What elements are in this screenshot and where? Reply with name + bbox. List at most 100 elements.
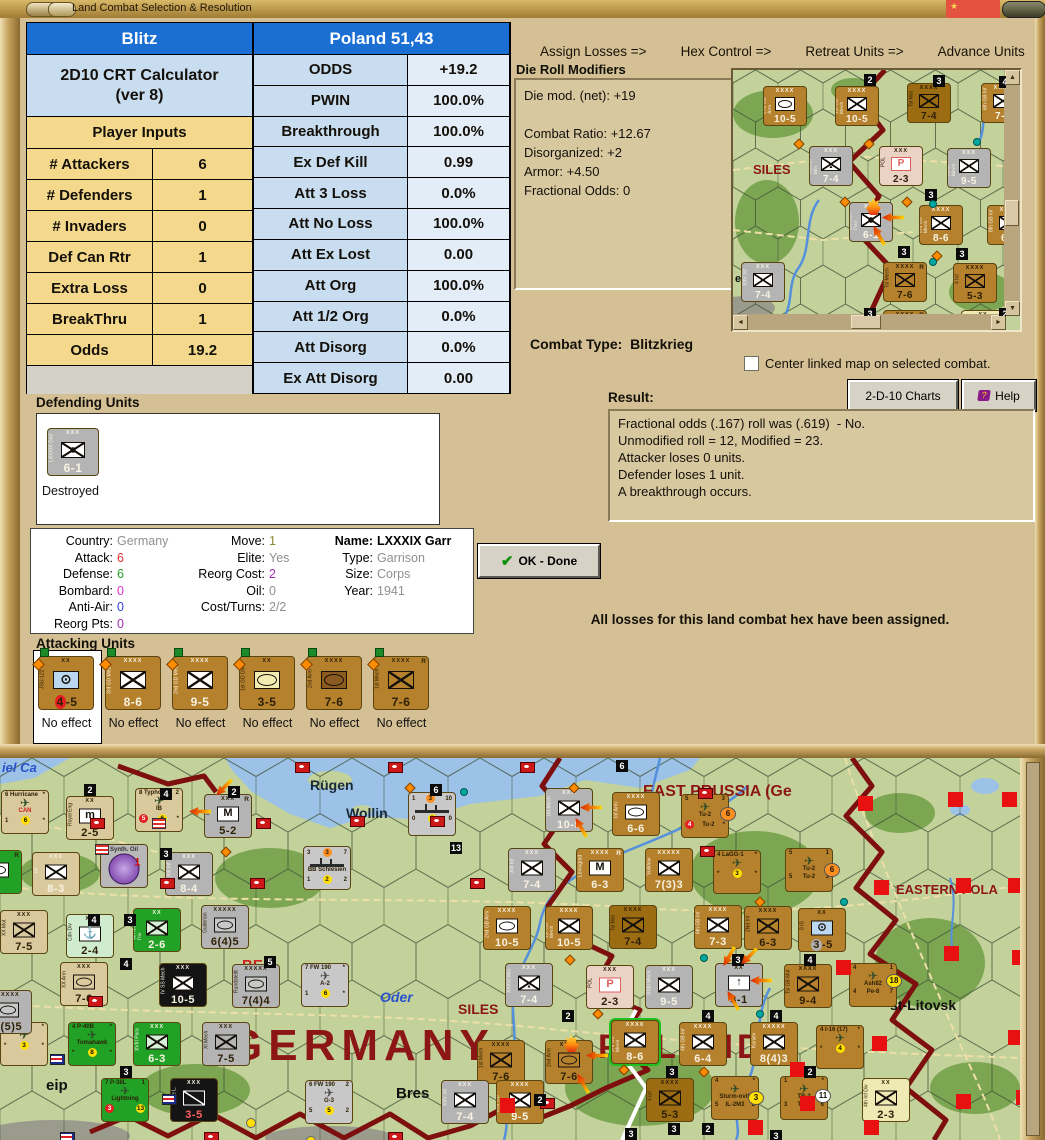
unit-counter[interactable]: XXIII Mech XXX 9-5: [645, 965, 693, 1009]
unit-counter[interactable]: 6th GB Inf XXXX 7-3: [981, 83, 1006, 123]
unit-counter[interactable]: 3rd GD Mech XXXX 8-6: [611, 1020, 659, 1064]
crt-input-value[interactable]: 1: [153, 242, 252, 272]
minimap-hscrollbar[interactable]: ◄ ►: [733, 314, 1006, 330]
attacker-jsu-122[interactable]: JSU-122 XX ⊙ 4 -5: [38, 656, 94, 710]
unit-counter[interactable]: 2nd GB Arm XXXX 10-5: [763, 86, 807, 126]
air-lagg1[interactable]: 4 LaGG-1 * ✈ * 3 *: [713, 850, 761, 894]
ship-bb-schlesien[interactable]: 3 3 7 BB Schlesien 1 2 2: [303, 846, 351, 890]
unit-counter[interactable]: 4 Inf XXXX 5-3: [953, 263, 997, 303]
unit-counter[interactable]: POL XXX P 2-3: [586, 965, 634, 1009]
unit-name-side: 3rd GD Mech: [612, 1035, 619, 1052]
unit-counter[interactable]: 8th GB Inf XXXX 6-4: [987, 205, 1006, 245]
crt-input-value[interactable]: 1: [153, 304, 252, 334]
unit-counter[interactable]: XXXVI Min XXX ▲ 7-4: [505, 963, 553, 1007]
window-close-button[interactable]: [1002, 1, 1045, 18]
unit-counter[interactable]: R: [0, 850, 22, 894]
toolbar-item-4[interactable]: Advance Units: [937, 44, 1025, 59]
crt-input-value[interactable]: 6: [153, 149, 252, 179]
attacker-2nd-gd-mech[interactable]: 2nd GD Mech XXXX 9-5: [172, 656, 228, 710]
unit-counter[interactable]: Inf Arm XXXX 6-6: [612, 792, 660, 836]
unit-counter[interactable]: XIII Inf XXX 8-4: [165, 852, 213, 896]
unit-counter[interactable]: Inf XXX 8-3: [32, 852, 80, 896]
aircraft-icon: ✈: [19, 796, 31, 810]
crt-input-value[interactable]: 19.2: [153, 335, 252, 365]
unit-counter[interactable]: XX ↑ 3-1: [715, 963, 772, 1007]
defender-lxxxix-garr[interactable]: LXXXIX Garr XXX 6-1: [47, 428, 99, 476]
ship-counter[interactable]: 1310030: [408, 792, 456, 836]
charts-button[interactable]: 2-D-10 Charts: [848, 380, 958, 411]
unit-strength: 7-4: [624, 936, 642, 948]
unit-counter[interactable]: InfXXXRM5-2: [189, 794, 252, 838]
air-hurricane-xii[interactable]: 6 Hurricane * ✈ CAN 1 6 *: [1, 790, 49, 834]
crt-input-value[interactable]: 0: [153, 211, 252, 241]
unit-counter[interactable]: Guderian XXXXX 6(4)5: [201, 905, 249, 949]
unit-counter[interactable]: XXXVI Min XXX ▲ 7-4: [809, 146, 853, 186]
air-pe8[interactable]: 4 1 ✈ Ash82 4 Pe-8 7 18: [849, 963, 902, 1007]
unit-counter[interactable]: XXXXX 8(5)5: [0, 990, 32, 1034]
unit-counter[interactable]: Volkhov XXXXX 7(3)3: [645, 848, 693, 892]
unit-counter[interactable]: 2Nd Inf XXXX 6-3: [744, 906, 792, 950]
air-p40b[interactable]: 4 P-40B * ✈ Tomahawk * 8 *: [68, 1022, 116, 1066]
attacker-2nd-arm[interactable]: 2nd Arm XXXX 7-6: [306, 656, 362, 710]
unit-counter[interactable]: Tsl Mot XXXX 7-4: [907, 83, 951, 123]
unit-counter[interactable]: IV SS Mech XXX 10-5: [159, 963, 207, 1007]
air-tu2-2[interactable]: 5 1 ✈ Tu-2 5 Tu-2 3 6: [785, 848, 840, 892]
unit-counter[interactable]: Rundstedt XXXXX 7(4)4: [232, 964, 280, 1008]
unit-counter[interactable]: XVIII Mech XXX 9-5: [947, 148, 991, 188]
attacker-1st-mech[interactable]: 1st Mech XXXX R 7-6: [373, 656, 429, 710]
unit-counter[interactable]: XXV Inf XXX 7-4: [441, 1080, 489, 1124]
unit-counter[interactable]: 1st GD Mech XXXX 10-5: [835, 86, 879, 126]
unit-counter[interactable]: XX Mot XXX 7-5: [0, 910, 48, 954]
unit-counter[interactable]: Tsl GB Mot XXXX 9-4: [784, 964, 832, 1008]
air-tu2[interactable]: 5 3 ✈ Tu-2 4 Tu-2 * 6: [681, 794, 736, 838]
toolbar-item-3[interactable]: Retreat Units =>: [805, 44, 904, 59]
unit-counter[interactable]: Leningrad XXXX R M 6-3: [576, 848, 624, 892]
unit-counter[interactable]: POL XXX P 2-3: [879, 146, 923, 186]
unit-counter[interactable]: XXV Inf XXX 7-4: [741, 262, 785, 302]
map-scrollbar-vertical[interactable]: [1026, 762, 1040, 1136]
air-p38l[interactable]: 7 P-38L 1 ✈ Lightning 3 13: [101, 1078, 149, 1122]
unit-counter[interactable]: 4th GB Inf XXXX 6-4: [679, 1022, 727, 1066]
unit-counter[interactable]: Tsl Mot XXXX 7-4: [609, 905, 657, 949]
unit-counter[interactable]: Tsl Mech XXXX R 7-6: [883, 262, 927, 302]
window-button-2[interactable]: [48, 2, 76, 17]
toolbar-item-2[interactable]: Hex Control =>: [680, 44, 772, 59]
unit-counter[interactable]: XX Arm XXX 7-6: [60, 962, 108, 1006]
unit-counter[interactable]: XIII Inf XXX 7-4: [508, 848, 556, 892]
attacker-1st-gd-div[interactable]: 1st GD Div XX 3-5: [239, 656, 295, 710]
unit-counter[interactable]: 3rd GD Mech XXXX 8-6: [919, 205, 963, 245]
air-fw190-a2[interactable]: 7 FW 190 * ✈ A-2 1 6 *: [301, 963, 349, 1007]
center-map-checkbox[interactable]: [744, 356, 759, 371]
minimap-vscrollbar[interactable]: ▲ ▼: [1004, 70, 1020, 316]
attacker-3rd-gd-mech[interactable]: 3rd GD Mech XXXX 8-6: [105, 656, 161, 710]
help-button[interactable]: ? Help: [962, 380, 1036, 411]
toolbar-item-1[interactable]: Assign Losses =>: [540, 44, 647, 59]
crt-input-value[interactable]: 1: [153, 180, 252, 210]
air-fw190-g3[interactable]: 6 FW 190 2 ✈ G-3 5 5 2: [305, 1080, 353, 1124]
crt-input-value[interactable]: 0: [153, 273, 252, 303]
ship-name: BB Schlesien: [307, 867, 347, 873]
unit-counter[interactable]: 4 Inf XXXX 5-3: [646, 1078, 694, 1122]
air-i16[interactable]: 4 I-16 (17) * ✈ * 4 *: [816, 1025, 864, 1069]
unit-counter[interactable]: XI Mech XXX 7-5: [202, 1022, 250, 1066]
air-il2m3[interactable]: 4 * ✈ Sturm-ovik 5 IL-2M3 2 3: [711, 1076, 764, 1120]
ok-done-button[interactable]: ✔ OK - Done: [478, 544, 600, 578]
unit-counter[interactable]: 9 IS XX ⊙ 3 -5: [798, 908, 846, 952]
unit-counter[interactable]: 4th Inf Div XX 2-3: [862, 1078, 910, 1122]
unit-counter[interactable]: Koniev XXXXX 8(4)3: [750, 1022, 798, 1066]
unit-counter[interactable]: 2nd GB Arm XXXX 10-5: [483, 906, 531, 950]
unit-counter[interactable]: IXI Mech XXX 10-5: [545, 788, 602, 832]
unit-counter[interactable]: 1st GD Mech XXXX 10-5: [545, 906, 593, 950]
info-value: Yes: [269, 550, 290, 565]
unit-counter[interactable]: XVIII Para XXX 6-3: [133, 1022, 181, 1066]
unit-counter[interactable]: 1st Mech XXXX 7-6: [477, 1040, 525, 1084]
unit-counter[interactable]: 6th GB Inf XXXX 7-3: [694, 905, 742, 949]
